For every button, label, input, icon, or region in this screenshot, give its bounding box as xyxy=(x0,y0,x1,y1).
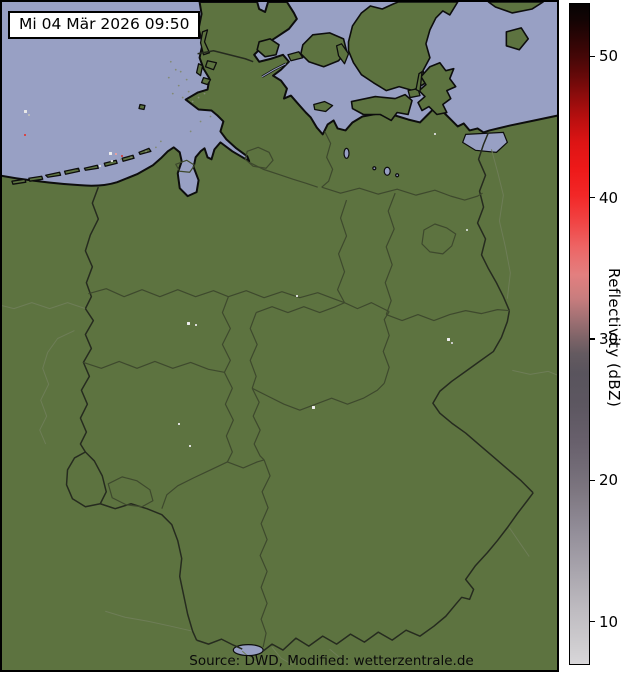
border-at-alps xyxy=(271,646,294,666)
border-nl-be xyxy=(2,302,86,310)
colorbar-tick-label: 10 xyxy=(599,612,619,631)
island-sylt xyxy=(199,29,211,56)
border-bb-st xyxy=(384,192,396,315)
germany-map-svg xyxy=(2,2,557,670)
timestamp-box: Mi 04 Mär 2026 09:50 xyxy=(8,11,201,40)
small-lake xyxy=(395,173,400,178)
state-border-layer xyxy=(83,131,510,648)
border-bb-sn xyxy=(386,309,510,322)
colorbar-tick xyxy=(590,620,595,623)
border-at-internal xyxy=(508,527,530,557)
sweden-coast-tip xyxy=(487,2,544,14)
foreign-border-layer xyxy=(2,149,557,667)
border-fr-ch xyxy=(105,610,193,632)
island-hiddensee xyxy=(415,71,423,93)
border-bremen xyxy=(175,159,196,173)
schlei-inlet-water xyxy=(261,63,287,78)
island-amrum xyxy=(195,63,204,77)
colorbar-tick-label: 30 xyxy=(599,329,619,348)
colorbar-gradient xyxy=(570,4,589,664)
timestamp-label: Mi 04 Mär 2026 09:50 xyxy=(19,15,190,33)
border-de-be xyxy=(79,308,95,453)
colorbar-tick-label: 40 xyxy=(599,188,619,207)
border-luxembourg xyxy=(65,451,107,508)
border-sh-mv xyxy=(321,131,334,188)
island-als xyxy=(256,38,280,58)
border-hesse-bw xyxy=(227,459,265,469)
river-oder-pl xyxy=(490,149,511,299)
border-hesse-rp xyxy=(223,372,234,463)
border-de-cz xyxy=(432,310,534,494)
border-st-th xyxy=(344,302,390,313)
border-nrw-south xyxy=(83,360,225,373)
border-ni-south xyxy=(88,288,345,304)
island-pellworm xyxy=(200,77,212,86)
border-nrw-east xyxy=(221,296,231,373)
border-berlin xyxy=(421,223,457,255)
inland-water-layer xyxy=(232,62,509,657)
small-lake xyxy=(372,166,377,171)
island-lolland-falster xyxy=(350,93,413,122)
lake-constance xyxy=(232,644,264,657)
border-bw-by xyxy=(259,459,271,648)
border-th-sn xyxy=(382,311,390,384)
border-de-at xyxy=(262,492,534,652)
border-de-fr xyxy=(100,503,198,641)
lake-schwerin xyxy=(343,147,350,159)
border-mv-bb xyxy=(321,186,483,201)
border-be-internal xyxy=(39,330,75,445)
border-hesse-by xyxy=(251,387,265,461)
border-sh-ni xyxy=(248,161,318,188)
colorbar-tick-label: 20 xyxy=(599,471,619,490)
colorbar: 50 40 30 20 10 xyxy=(569,3,618,665)
border-de-pl xyxy=(476,132,511,311)
lake-mueritz xyxy=(383,166,391,176)
colorbar-tick xyxy=(590,479,595,481)
island-aeroe xyxy=(287,51,304,62)
island-foehr xyxy=(204,60,218,71)
border-ni-st xyxy=(336,199,348,303)
border-alps-ridge xyxy=(329,648,342,660)
island-sjaelland xyxy=(347,2,459,92)
border-rp-bw xyxy=(161,461,228,509)
border-th-north xyxy=(255,302,345,314)
border-ch-alps xyxy=(241,650,263,667)
colorbar-tick xyxy=(590,196,595,199)
island-langeland xyxy=(335,43,350,65)
radar-map: Mi 04 Mär 2026 09:50 Source: DWD, Modifi… xyxy=(0,0,559,672)
source-attribution: Source: DWD, Modified: wetterzentrale.de xyxy=(189,653,474,669)
border-de-dk xyxy=(197,50,254,63)
land-layer xyxy=(2,2,557,670)
country-border-layer xyxy=(65,50,534,652)
wadden-speckles xyxy=(110,60,212,163)
border-th-west xyxy=(249,312,258,389)
island-bornholm xyxy=(505,27,530,51)
island-fehmarn xyxy=(313,100,334,113)
border-th-by xyxy=(251,382,385,411)
border-hamburg xyxy=(244,146,274,169)
east-frisian-islands xyxy=(11,147,152,185)
border-de-ch xyxy=(196,638,243,650)
colorbar-tick xyxy=(590,55,595,57)
island-helgoland xyxy=(138,103,146,111)
colorbar-tick-label: 50 xyxy=(599,47,619,66)
colorbar-axis-label: Reflectivity (dBZ) xyxy=(605,268,623,408)
border-cz-internal xyxy=(512,369,557,376)
border-de-nl xyxy=(84,186,100,309)
border-saarland xyxy=(107,476,154,508)
colorbar-tick xyxy=(590,338,595,340)
island-moen xyxy=(407,87,421,99)
